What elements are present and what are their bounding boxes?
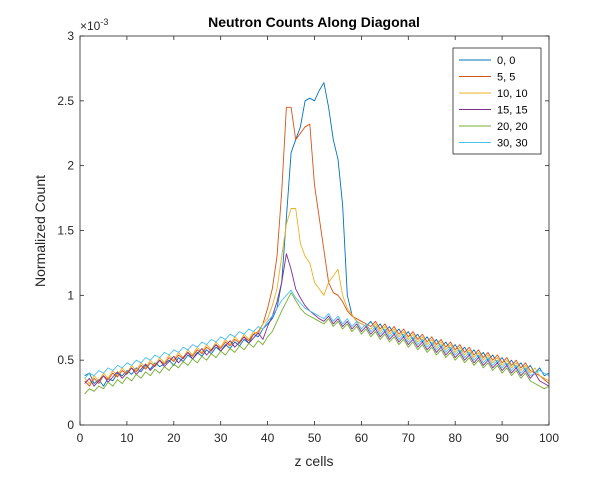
chart-title: Neutron Counts Along Diagonal <box>208 14 420 30</box>
series-line <box>84 82 550 387</box>
legend-items: 0, 0 5, 5 10, 10 15, 15 20, 20 30, 30 <box>459 55 528 150</box>
legend: 0, 0 5, 5 10, 10 15, 15 20, 20 30, 30 <box>452 47 542 155</box>
x-tick-label: 0 <box>77 431 84 445</box>
x-tick-label: 80 <box>449 431 463 445</box>
y-exponent-label: ×10-3 <box>80 17 108 33</box>
y-tick-label: 0 <box>67 418 74 432</box>
y-axis-label: Normalized Count <box>32 175 48 287</box>
y-tick-label: 2 <box>67 159 74 173</box>
x-tick-label: 70 <box>402 431 416 445</box>
y-tick-label: 1.5 <box>57 224 74 238</box>
x-tick-label: 40 <box>261 431 275 445</box>
series-line <box>84 208 550 384</box>
x-tick-label: 50 <box>308 431 322 445</box>
x-tick-label: 100 <box>539 431 559 445</box>
legend-label: 15, 15 <box>497 105 528 117</box>
x-axis-label: z cells <box>295 453 334 469</box>
legend-label: 5, 5 <box>497 72 515 84</box>
x-tick-label: 20 <box>167 431 181 445</box>
y-exponent-base: ×10 <box>80 19 101 33</box>
y-exponent-power: -3 <box>100 17 108 27</box>
y-tick-label: 2.5 <box>57 94 74 108</box>
series-line <box>84 253 550 387</box>
series-line <box>84 292 550 395</box>
series-layer <box>84 82 550 395</box>
y-tick-label: 1 <box>67 288 74 302</box>
legend-box <box>452 47 542 155</box>
x-axis: 0 10 20 30 40 50 60 70 80 90 100 <box>77 36 559 445</box>
y-tick-label: 3 <box>67 29 74 43</box>
x-tick-label: 10 <box>120 431 134 445</box>
legend-label: 30, 30 <box>497 138 528 150</box>
x-tick-label: 90 <box>495 431 509 445</box>
y-axis: 0 0.5 1 1.5 2 2.5 3 <box>57 29 549 432</box>
series-line <box>84 289 550 379</box>
series-line <box>84 106 550 387</box>
x-tick-label: 60 <box>355 431 369 445</box>
y-tick-label: 0.5 <box>57 353 74 367</box>
x-tick-label: 30 <box>214 431 228 445</box>
legend-label: 10, 10 <box>497 88 528 100</box>
legend-label: 20, 20 <box>497 121 528 133</box>
legend-label: 0, 0 <box>497 55 515 67</box>
